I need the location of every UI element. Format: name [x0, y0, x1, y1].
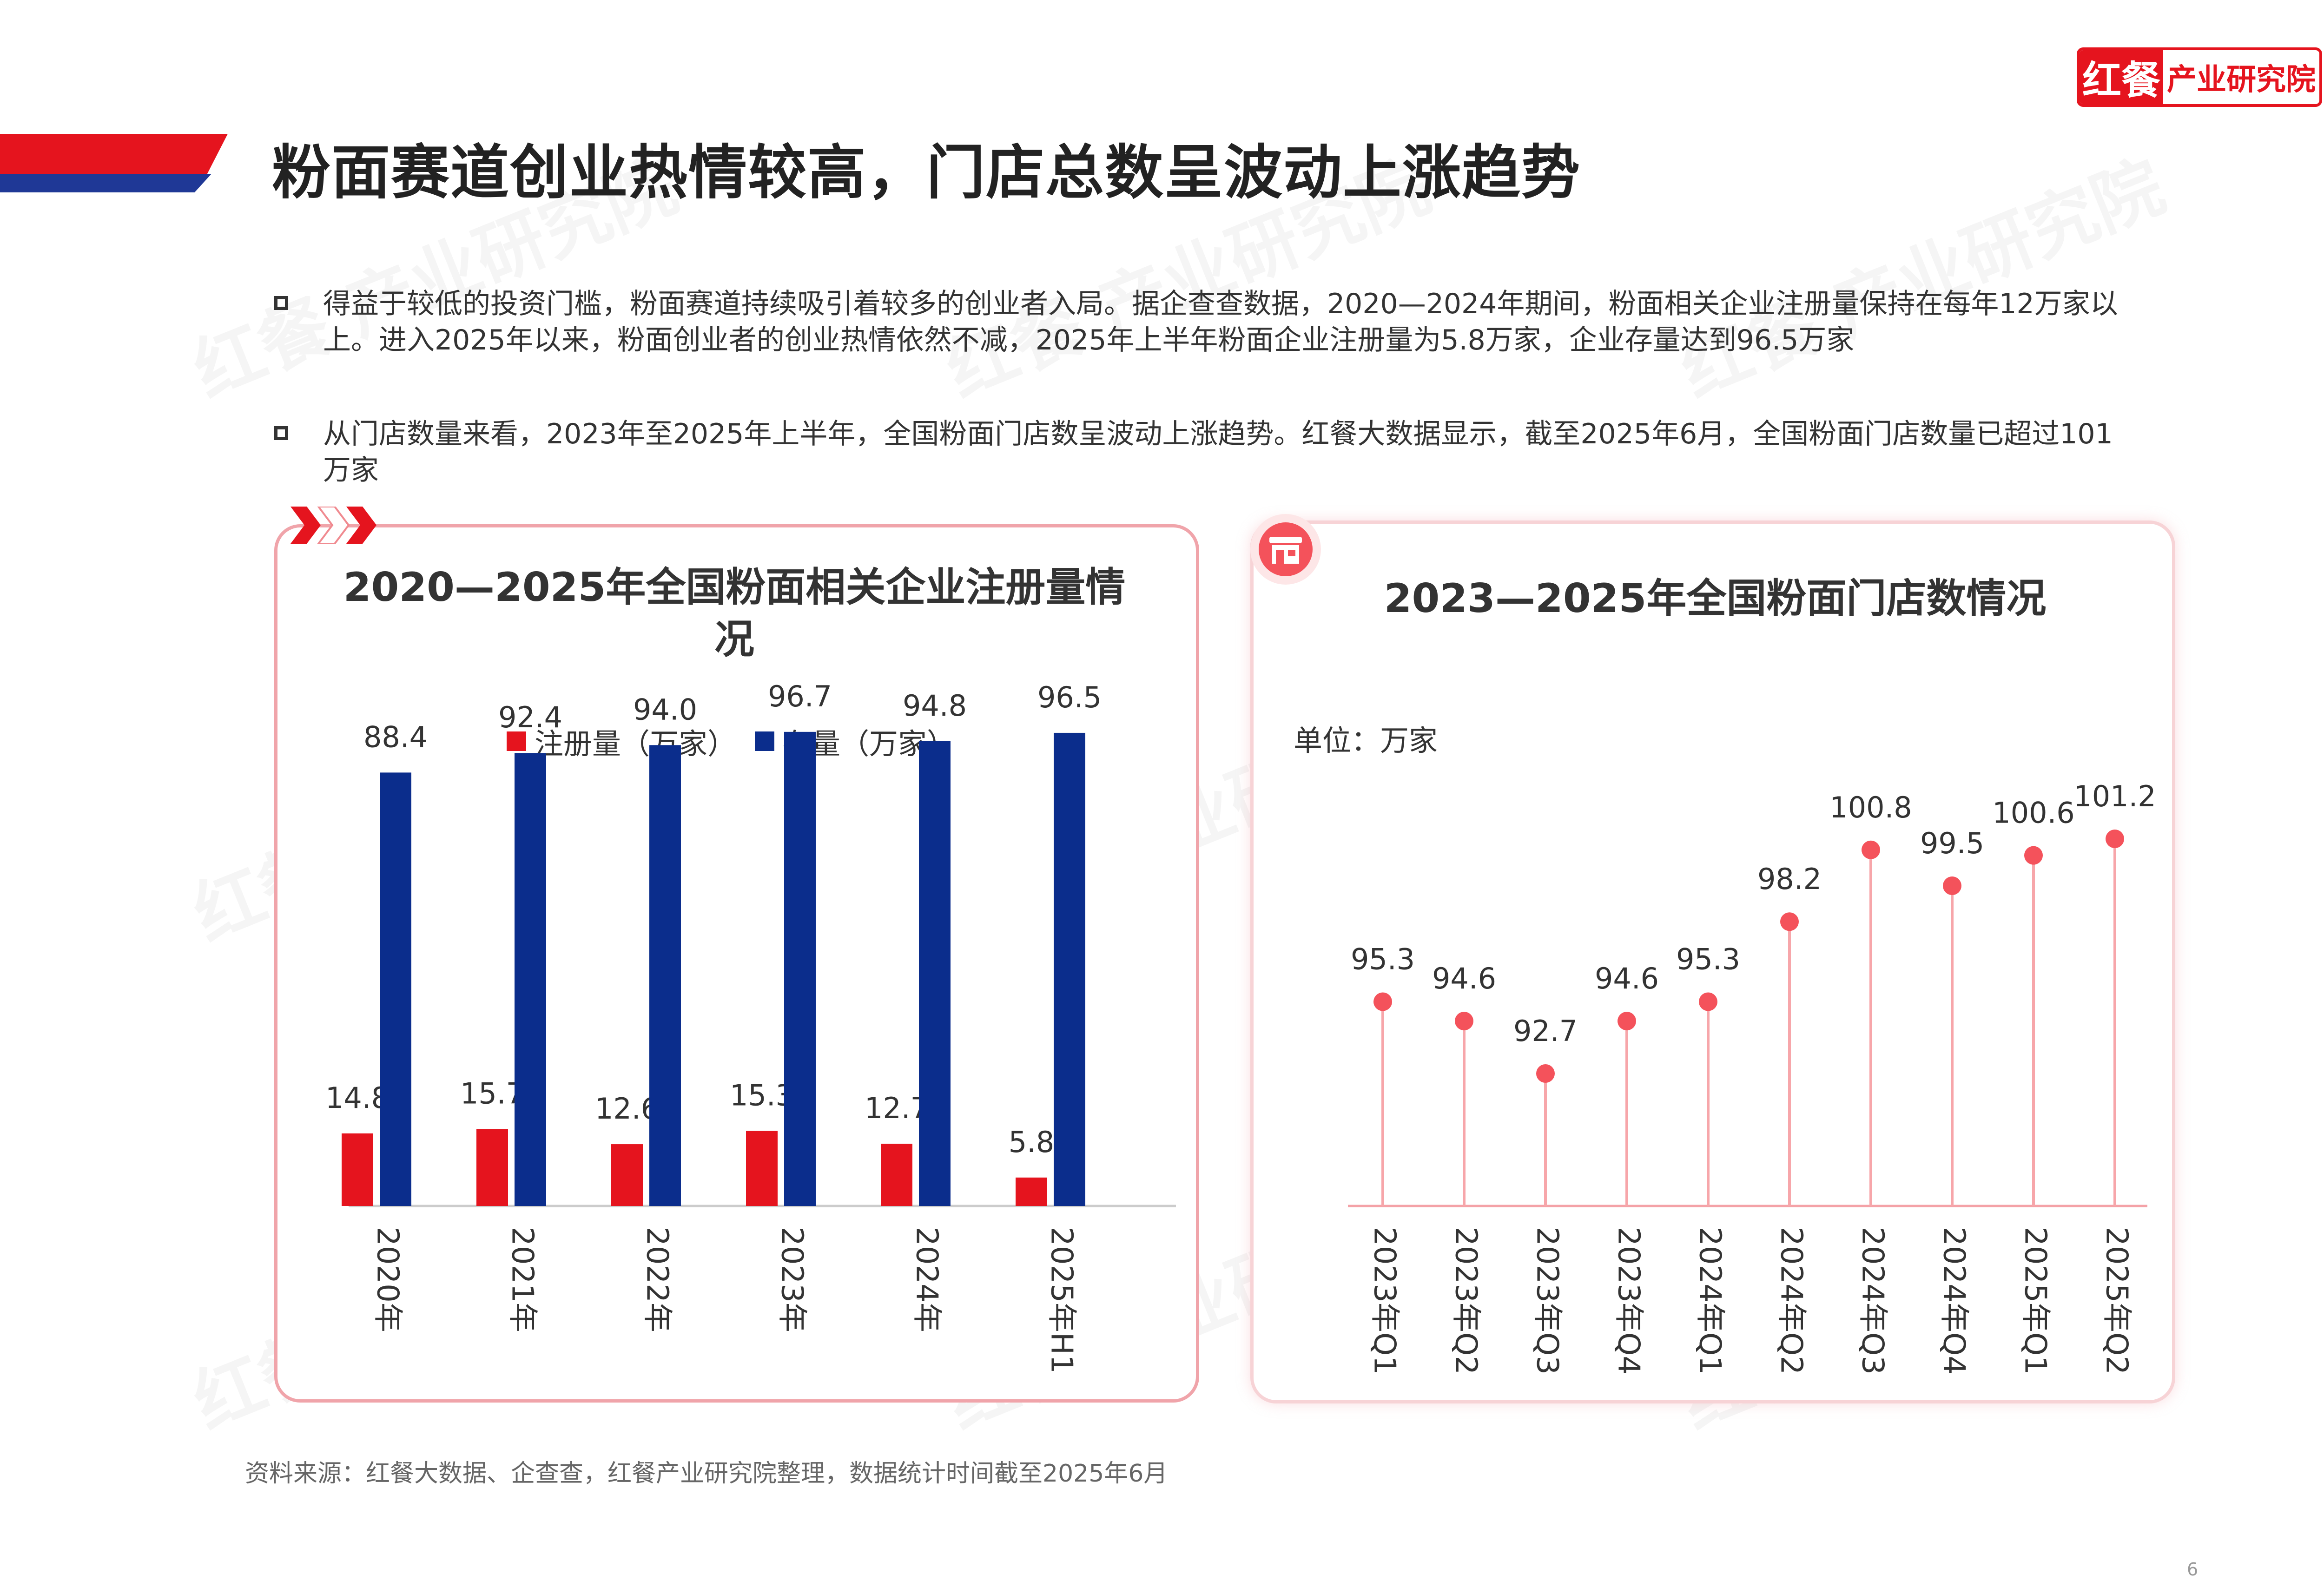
bar	[611, 1144, 643, 1206]
legend-swatch-stock	[755, 731, 775, 751]
data-label: 96.5	[1037, 680, 1102, 714]
bullet-text: 从门店数量来看，2023年至2025年上半年，全国粉面门店数呈波动上涨趋势。红餐…	[323, 418, 2113, 487]
x-tick-label: 2023年	[774, 1227, 809, 1332]
bar	[342, 1133, 373, 1206]
data-label: 12.7	[865, 1091, 929, 1125]
data-label: 12.6	[595, 1092, 659, 1126]
lollipop-dot	[1862, 840, 1880, 859]
x-tick-label: 2020年	[370, 1227, 404, 1332]
bar	[784, 731, 816, 1206]
x-tick-label: 2021年	[505, 1227, 539, 1332]
data-label: 92.4	[498, 700, 562, 734]
x-tick-label: 2023年Q3	[1530, 1227, 1564, 1375]
page-title: 粉面赛道创业热情较高，门店总数呈波动上涨趋势	[272, 138, 1581, 207]
x-tick-label: 2025年Q2	[2099, 1227, 2133, 1375]
x-tick-label: 2025年Q1	[2018, 1227, 2052, 1375]
lollipop-dot	[1455, 1012, 1473, 1031]
store-icon	[1250, 514, 1321, 585]
brand-logo: 红餐 产业研究院	[2077, 47, 2322, 107]
x-tick-label: 2023年Q4	[1611, 1227, 1645, 1375]
x-tick-label: 2024年	[909, 1227, 944, 1332]
data-label: 92.7	[1513, 1014, 1578, 1048]
lollipop-dot	[1943, 876, 1961, 895]
x-tick-label: 2024年Q1	[1692, 1227, 1727, 1375]
data-label: 94.6	[1432, 962, 1496, 995]
source-note: 资料来源：红餐大数据、企查查，红餐产业研究院整理，数据统计时间截至2025年6月	[245, 1460, 1168, 1488]
x-tick-label: 2023年Q1	[1367, 1227, 1401, 1375]
data-label: 15.3	[730, 1079, 794, 1113]
lollipop-dot	[1780, 912, 1799, 931]
data-label: 100.8	[1829, 790, 1912, 824]
x-tick-label: 2023年Q2	[1448, 1227, 1483, 1375]
bar	[515, 753, 546, 1206]
logo-sub-text: 产业研究院	[2167, 63, 2316, 97]
bar	[1016, 1177, 1047, 1206]
data-label: 96.7	[768, 679, 832, 713]
data-label: 100.6	[1992, 796, 2075, 830]
header-red-stripe	[0, 134, 228, 174]
bullet-square-icon	[274, 296, 288, 310]
bar	[649, 745, 681, 1206]
legend-swatch-registered	[507, 731, 526, 751]
bar-chart-card	[274, 524, 1199, 1403]
lollipop-dot	[1373, 992, 1392, 1011]
bar	[919, 741, 951, 1206]
bar	[746, 1131, 778, 1206]
x-tick-label: 2024年Q3	[1855, 1227, 1889, 1375]
lollipop-dot	[2024, 846, 2043, 865]
x-tick-label: 2025年H1	[1044, 1227, 1078, 1374]
data-label: 94.0	[633, 692, 697, 726]
chevrons-icon	[290, 507, 376, 544]
bar	[476, 1129, 508, 1206]
bullet-square-icon	[274, 426, 288, 440]
bar	[881, 1144, 912, 1206]
x-tick-label: 2024年Q4	[1936, 1227, 1971, 1375]
data-label: 5.8	[1009, 1125, 1055, 1159]
data-label: 101.2	[2073, 779, 2156, 813]
unit-label: 单位：万家	[1294, 724, 1438, 758]
logo-main-text: 红餐	[2080, 50, 2163, 104]
bullet-text: 得益于较低的投资门槛，粉面赛道持续吸引着较多的创业者入局。据企查查数据，2020…	[323, 288, 2118, 356]
x-tick-label: 2022年	[640, 1227, 674, 1332]
data-label: 15.7	[460, 1076, 524, 1110]
lollipop-chart-title: 2023—2025年全国粉面门店数情况	[1384, 575, 2047, 622]
lollipop-dot	[1699, 992, 1717, 1011]
lollipop-dot	[1536, 1064, 1555, 1083]
data-label: 94.8	[903, 689, 967, 723]
data-label: 14.8	[325, 1081, 390, 1115]
data-label: 95.3	[1351, 942, 1415, 976]
lollipop-dot	[2106, 830, 2124, 848]
header-blue-stripe	[0, 174, 211, 192]
data-label: 95.3	[1676, 942, 1740, 976]
bar	[380, 772, 411, 1206]
data-label: 98.2	[1757, 862, 1822, 896]
data-label: 94.6	[1595, 962, 1659, 995]
legend-label-registered: 注册量（万家）	[535, 727, 737, 761]
lollipop-dot	[1618, 1012, 1636, 1031]
lollipop-chart-card	[1250, 520, 2175, 1403]
bar	[1054, 732, 1085, 1206]
page-number: 6	[2187, 1559, 2199, 1580]
x-tick-label: 2024年Q2	[1774, 1227, 1808, 1375]
bar-chart-title: 2020—2025年全国粉面相关企业注册量情况	[343, 564, 1126, 663]
data-label: 99.5	[1920, 826, 1984, 860]
data-label: 88.4	[363, 720, 428, 754]
